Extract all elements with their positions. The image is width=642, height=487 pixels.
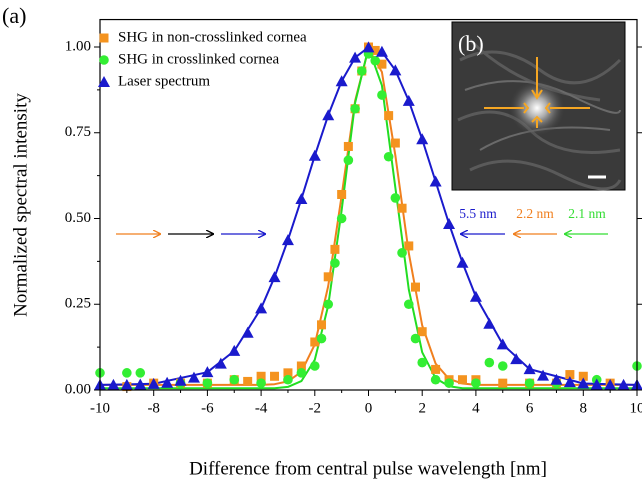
- marker-circle: [122, 368, 132, 378]
- marker-circle: [229, 375, 239, 385]
- marker-circle: [283, 375, 293, 385]
- y-tick-label: 0.25: [65, 296, 91, 312]
- chart: -10 -8 -6 -4 -2 0 2 4 6 8 10 0.00 0.25 0.50 0.75 1.00 (…: [0, 0, 642, 487]
- marker-circle: [370, 56, 380, 66]
- annotations: 5.5 nm 2.2 nm 2.1 nm: [459, 206, 606, 221]
- marker-square: [418, 327, 427, 336]
- marker-triangle: [443, 218, 455, 229]
- marker-circle: [411, 334, 421, 344]
- x-tick-label: 4: [472, 400, 480, 416]
- marker-triangle: [416, 133, 428, 144]
- marker-circle: [350, 104, 360, 114]
- marker-circle: [256, 378, 266, 388]
- marker-circle: [337, 214, 347, 224]
- inset-label: (b): [458, 31, 484, 56]
- marker-circle: [135, 368, 145, 378]
- marker-square: [391, 139, 400, 148]
- legend: SHG in non-crosslinked cornea SHG in cros…: [98, 29, 307, 89]
- marker-square: [337, 190, 346, 199]
- marker-square: [317, 320, 326, 329]
- x-tick-label: -4: [255, 400, 268, 416]
- marker-triangle: [255, 302, 267, 313]
- legend-label: SHG in non-crosslinked cornea: [118, 29, 307, 45]
- annotation: 2.2 nm: [516, 206, 554, 221]
- y-tick-label: 0.50: [65, 210, 91, 226]
- marker-circle: [323, 299, 333, 309]
- marker-circle: [391, 193, 401, 203]
- marker-circle: [357, 66, 367, 76]
- marker-triangle: [309, 150, 321, 161]
- marker-triangle: [456, 257, 468, 268]
- marker-triangle: [282, 234, 294, 245]
- marker-square: [398, 204, 407, 213]
- x-tick-label: 10: [630, 400, 642, 416]
- marker-circle: [404, 299, 414, 309]
- marker-square: [404, 241, 413, 250]
- marker-circle: [330, 258, 340, 268]
- marker-circle: [444, 378, 454, 388]
- marker-square: [411, 283, 420, 292]
- marker-circle: [471, 378, 481, 388]
- marker-circle: [498, 361, 508, 371]
- marker-circle: [384, 152, 394, 162]
- y-tick-label: 0.00: [65, 381, 91, 397]
- y-tick-label: 0.75: [65, 124, 91, 140]
- inset-image: (b): [452, 22, 625, 190]
- marker-triangle: [336, 75, 348, 86]
- y-axis-label: Normalized spectral intensity: [10, 93, 31, 317]
- marker-square: [324, 272, 333, 281]
- marker-square: [243, 377, 252, 386]
- marker-circle: [310, 361, 320, 371]
- marker-square: [458, 375, 467, 384]
- marker-square: [498, 379, 507, 388]
- x-tick-label: 6: [526, 400, 534, 416]
- marker-triangle: [269, 271, 281, 282]
- annotation: 2.1 nm: [568, 206, 606, 221]
- panel-label: (a): [2, 3, 26, 28]
- x-tick-label: 8: [580, 400, 588, 416]
- marker-square: [344, 142, 353, 151]
- marker-triangle: [228, 345, 240, 356]
- marker-triangle: [497, 338, 509, 349]
- marker-circle: [397, 248, 407, 258]
- x-tick-label: -6: [201, 400, 214, 416]
- legend-label: SHG in crosslinked cornea: [118, 51, 280, 67]
- marker-circle: [99, 55, 109, 65]
- x-tick-label: -10: [90, 400, 110, 416]
- marker-square: [100, 34, 109, 43]
- marker-circle: [431, 375, 441, 385]
- marker-circle: [485, 358, 495, 368]
- marker-circle: [377, 90, 387, 100]
- marker-triangle: [430, 175, 442, 186]
- marker-square: [330, 245, 339, 254]
- legend-label: Laser spectrum: [118, 73, 210, 89]
- marker-triangle: [470, 291, 482, 302]
- marker-circle: [525, 378, 535, 388]
- marker-circle: [297, 368, 307, 378]
- marker-square: [270, 372, 279, 381]
- marker-square: [384, 111, 393, 120]
- x-tick-label: 0: [365, 400, 373, 416]
- marker-triangle: [322, 109, 334, 120]
- marker-triangle: [483, 318, 495, 329]
- marker-triangle: [242, 327, 254, 338]
- y-tick-label: 1.00: [65, 38, 91, 54]
- marker-circle: [203, 378, 213, 388]
- marker-triangle: [510, 353, 522, 364]
- x-tick-label: 2: [418, 400, 426, 416]
- annotation: 5.5 nm: [459, 206, 497, 221]
- x-axis-label: Difference from central pulse wavelength…: [189, 458, 547, 479]
- marker-circle: [317, 334, 327, 344]
- marker-triangle: [295, 193, 307, 204]
- page: -10 -8 -6 -4 -2 0 2 4 6 8 10 0.00 0.25 0.50 0.75 1.00 (…: [0, 0, 642, 487]
- x-tick-label: -8: [147, 400, 160, 416]
- marker-circle: [344, 155, 354, 165]
- marker-square: [431, 365, 440, 374]
- marker-triangle: [403, 95, 415, 106]
- x-tick-label: -2: [309, 400, 322, 416]
- marker-circle: [417, 358, 427, 368]
